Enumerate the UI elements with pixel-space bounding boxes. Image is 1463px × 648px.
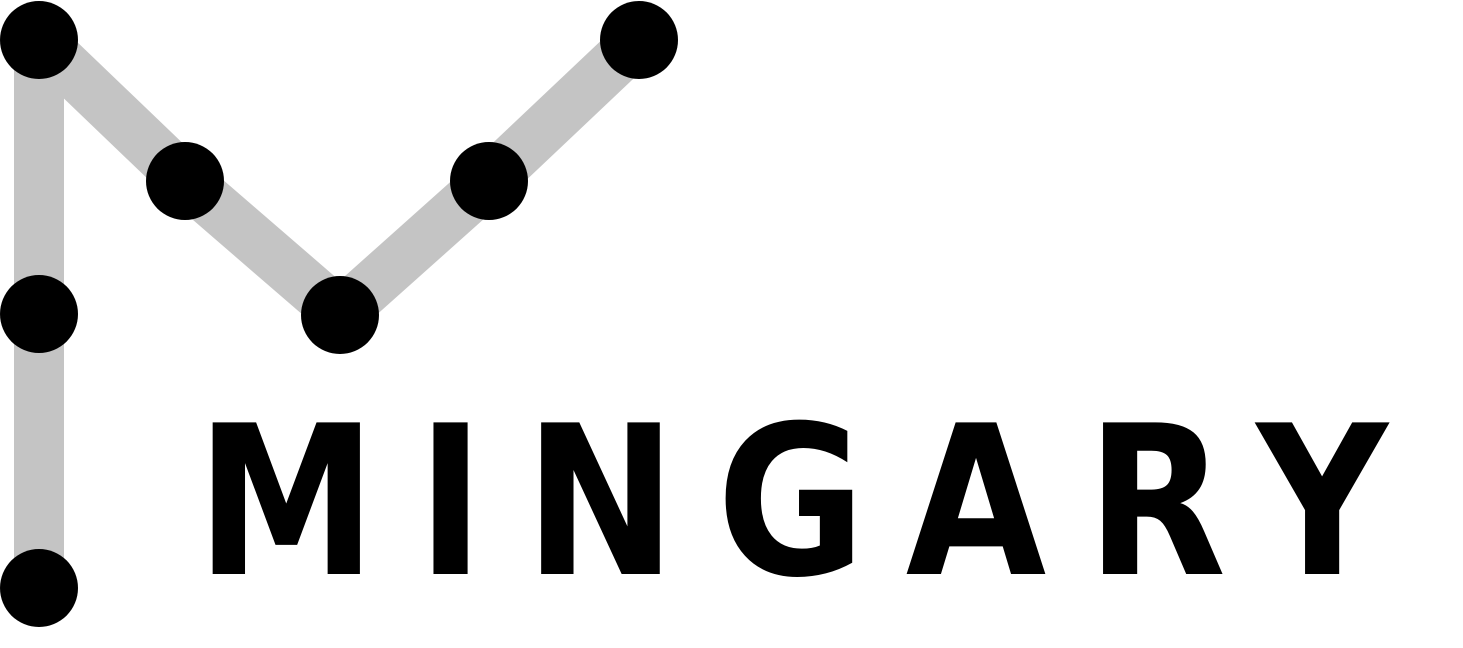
brand-wordmark: MINGARY bbox=[196, 398, 1428, 598]
logo-dot bbox=[301, 276, 379, 354]
logo-dot bbox=[0, 549, 78, 627]
logo-dots bbox=[0, 1, 678, 627]
logo-dot bbox=[600, 1, 678, 79]
logo-dot bbox=[0, 275, 78, 353]
logo-mark bbox=[0, 1, 678, 627]
brand-name: MINGARY bbox=[196, 398, 1428, 598]
logo-dot bbox=[0, 1, 78, 79]
logo-dot bbox=[146, 142, 224, 220]
logo-dot bbox=[450, 142, 528, 220]
